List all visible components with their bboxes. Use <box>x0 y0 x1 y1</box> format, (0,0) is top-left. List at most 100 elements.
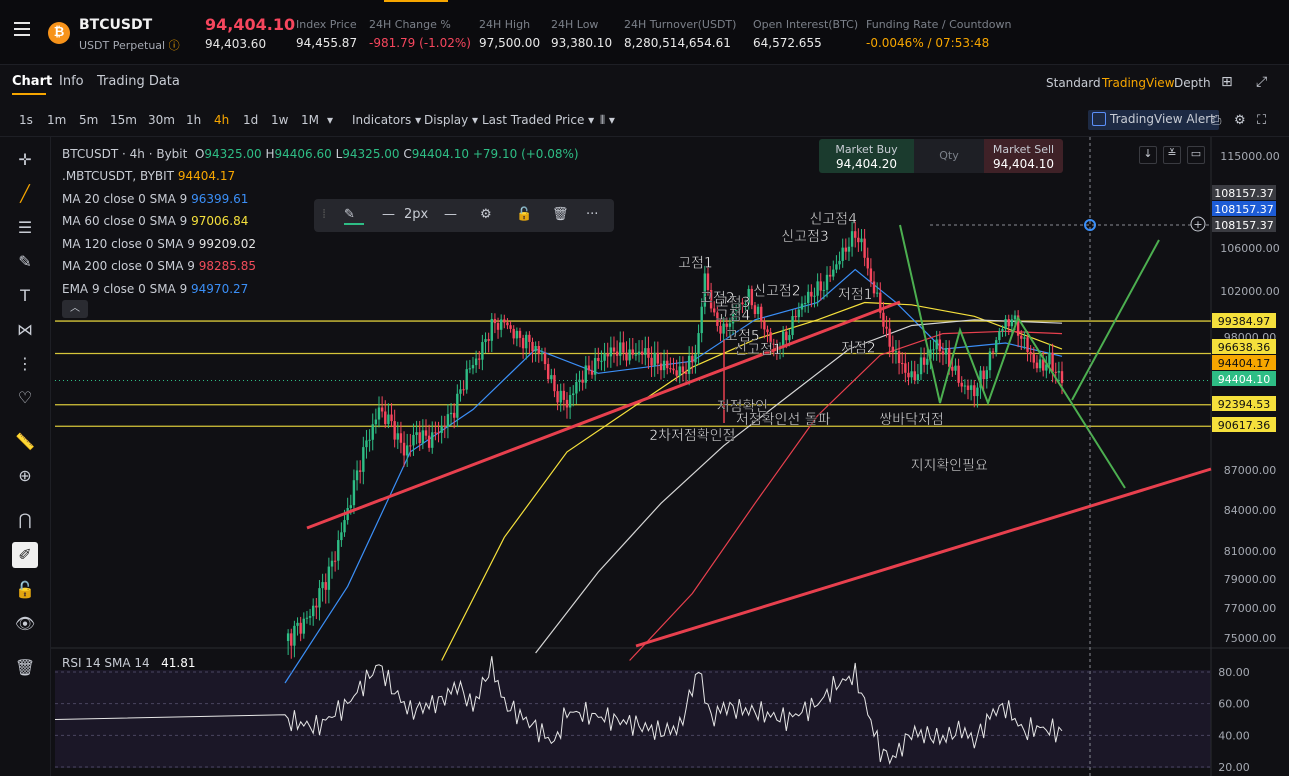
line-style-icon[interactable]: — <box>444 207 457 222</box>
ruler-icon[interactable]: 📏 <box>15 432 35 451</box>
timeframe-5m[interactable]: 5m <box>79 113 99 127</box>
lock-icon[interactable]: 🔓 <box>516 207 533 222</box>
indicators-button[interactable]: Indicators ▾ <box>352 113 422 127</box>
line-width-label[interactable]: 2px <box>404 207 429 222</box>
brush-icon[interactable]: ✎ <box>18 252 32 271</box>
more-icon[interactable]: ··· <box>586 207 599 222</box>
candle-body <box>293 625 296 646</box>
tab-info[interactable]: Info <box>59 74 84 89</box>
legend-item[interactable]: MA 60 close 0 SMA 9 97006.84 <box>62 214 248 228</box>
crosshair-icon[interactable]: ✛ <box>18 150 32 169</box>
chart-annotation[interactable]: 고점4 <box>715 308 751 325</box>
chart-type-icon[interactable]: ⫴ ▾ <box>600 113 615 127</box>
expand-icon[interactable]: ⤢ <box>1256 74 1268 90</box>
legend-item-value: 99209.02 <box>198 236 256 251</box>
candle-body <box>315 605 318 608</box>
eye-icon[interactable]: 👁 <box>14 614 36 633</box>
pencil-icon[interactable]: ✎ <box>344 207 355 222</box>
trash-icon[interactable]: 🗑 <box>14 658 36 677</box>
chart-annotation[interactable]: 고점5 <box>725 328 760 345</box>
add-alert-icon[interactable] <box>1190 216 1206 232</box>
magnet-icon[interactable]: ⋂ <box>18 510 32 529</box>
market-buy-button[interactable]: Market Buy 94,404.20 <box>819 139 914 173</box>
chart-annotation[interactable]: 쌍바닥저점 <box>879 412 944 429</box>
candle-body <box>393 421 396 440</box>
qty-input[interactable]: Qty <box>914 139 984 173</box>
horizontal-lines-icon[interactable]: ☰ <box>17 218 33 237</box>
camera-icon[interactable]: ⎙ <box>1211 113 1222 128</box>
text-icon[interactable]: T <box>20 286 30 305</box>
timeframe-1w[interactable]: 1w <box>271 113 289 127</box>
display-button[interactable]: Display ▾ <box>424 113 479 127</box>
timeframe-1d[interactable]: 1d <box>243 113 259 127</box>
timeframe-1M[interactable]: 1M <box>301 113 319 127</box>
timeframe-4h[interactable]: 4h <box>214 113 230 127</box>
layout-icon[interactable]: ⊞ <box>1221 74 1233 90</box>
chart-annotation[interactable]: 지지확인필요 <box>910 458 988 475</box>
candle-body <box>791 316 794 336</box>
chart-annotation[interactable]: 고점2 <box>700 290 735 307</box>
forecast-icon[interactable]: ⋮ <box>17 354 33 373</box>
tradingview-alert-button[interactable]: TradingView Alert <box>1088 110 1219 130</box>
trendline-red-lower[interactable] <box>635 467 1212 648</box>
legend-item[interactable]: .MBTCUSDT, BYBIT 94404.17 <box>62 169 235 183</box>
toggle-panel-icon[interactable]: ▭ <box>1187 146 1205 164</box>
legend-item[interactable]: MA 120 close 0 SMA 9 99209.02 <box>62 237 256 251</box>
candle-body <box>907 372 910 378</box>
legend-item[interactable]: EMA 9 close 0 SMA 9 94970.27 <box>62 282 248 296</box>
timeframe-1s[interactable]: 1s <box>19 113 33 127</box>
tab-trading-data[interactable]: Trading Data <box>97 74 180 89</box>
info-icon[interactable]: ⓘ <box>168 39 180 52</box>
trendline-icon[interactable]: ╱ <box>20 184 30 203</box>
unlock-icon[interactable]: 🔓 <box>15 580 35 599</box>
chart-annotation[interactable]: 신고점1 <box>734 342 782 359</box>
chart-annotation[interactable]: 신고점4 <box>809 211 858 228</box>
zigzag-green[interactable] <box>899 224 1126 489</box>
heart-icon[interactable]: ♡ <box>17 388 33 407</box>
timeframe-15m[interactable]: 15m <box>110 113 137 127</box>
timeframe-1m[interactable]: 1m <box>47 113 67 127</box>
projection-green[interactable] <box>1071 239 1160 401</box>
zoom-icon[interactable]: ⊕ <box>18 466 32 485</box>
gear-icon[interactable]: ⚙ <box>1234 113 1246 128</box>
timeframe-more-icon[interactable]: ▾ <box>327 113 334 127</box>
delete-icon[interactable]: 🗑 <box>552 207 569 222</box>
price-type-select[interactable]: Last Traded Price ▾ <box>482 113 595 127</box>
tab-tradingview[interactable]: TradingView <box>1102 76 1175 90</box>
chart-annotation[interactable]: 고점3 <box>715 295 751 312</box>
stat-value: 93,380.10 <box>551 36 613 50</box>
scroll-down-icon[interactable]: ↓ <box>1139 146 1157 164</box>
drag-handle-icon[interactable]: ⁞ <box>322 207 327 222</box>
candle-body <box>333 560 337 562</box>
symbol-name[interactable]: BTCUSDT <box>79 17 153 33</box>
settings-gear-icon[interactable]: ⚙ <box>480 207 492 222</box>
chart-annotation[interactable]: 저점1 <box>838 287 873 304</box>
chart-annotation[interactable]: 신고점3 <box>781 229 829 246</box>
chart-annotation[interactable]: 신고점2 <box>753 283 801 300</box>
crosshair-point[interactable] <box>1084 219 1096 231</box>
pattern-icon[interactable]: ⋈ <box>17 320 33 339</box>
market-sell-price: 94,404.10 <box>992 157 1055 171</box>
chart-annotation[interactable]: 2차저점확인점 <box>649 428 736 445</box>
chart-annotation[interactable]: 저점확인선 돌파 <box>736 412 831 429</box>
timeframe-30m[interactable]: 30m <box>148 113 175 127</box>
fullscreen-icon[interactable]: ⛶ <box>1257 113 1267 128</box>
chart-annotation[interactable]: 저점확인 <box>716 399 769 416</box>
legend-item[interactable]: MA 200 close 0 SMA 9 98285.85 <box>62 259 256 273</box>
candle-body <box>546 364 550 380</box>
trendline-red-upper[interactable] <box>306 300 901 530</box>
draw-mode-icon[interactable]: ✐ <box>12 542 38 568</box>
tab-chart[interactable]: Chart <box>12 74 53 89</box>
timeframe-1h[interactable]: 1h <box>186 113 202 127</box>
collapse-trade-icon[interactable]: ≚ <box>1163 146 1181 164</box>
collapse-legend-icon[interactable]: ︿ <box>62 300 88 318</box>
legend-item[interactable]: MA 20 close 0 SMA 9 96399.61 <box>62 192 248 206</box>
market-sell-button[interactable]: Market Sell 94,404.10 <box>984 139 1063 173</box>
tab-standard[interactable]: Standard <box>1046 76 1101 90</box>
line-width-icon[interactable]: — <box>382 207 395 222</box>
chart-annotation[interactable]: 저점2 <box>841 340 876 357</box>
tab-depth[interactable]: Depth <box>1174 76 1211 90</box>
chart-annotation[interactable]: 고점1 <box>678 255 713 272</box>
hamburger-menu-icon[interactable] <box>14 22 30 36</box>
